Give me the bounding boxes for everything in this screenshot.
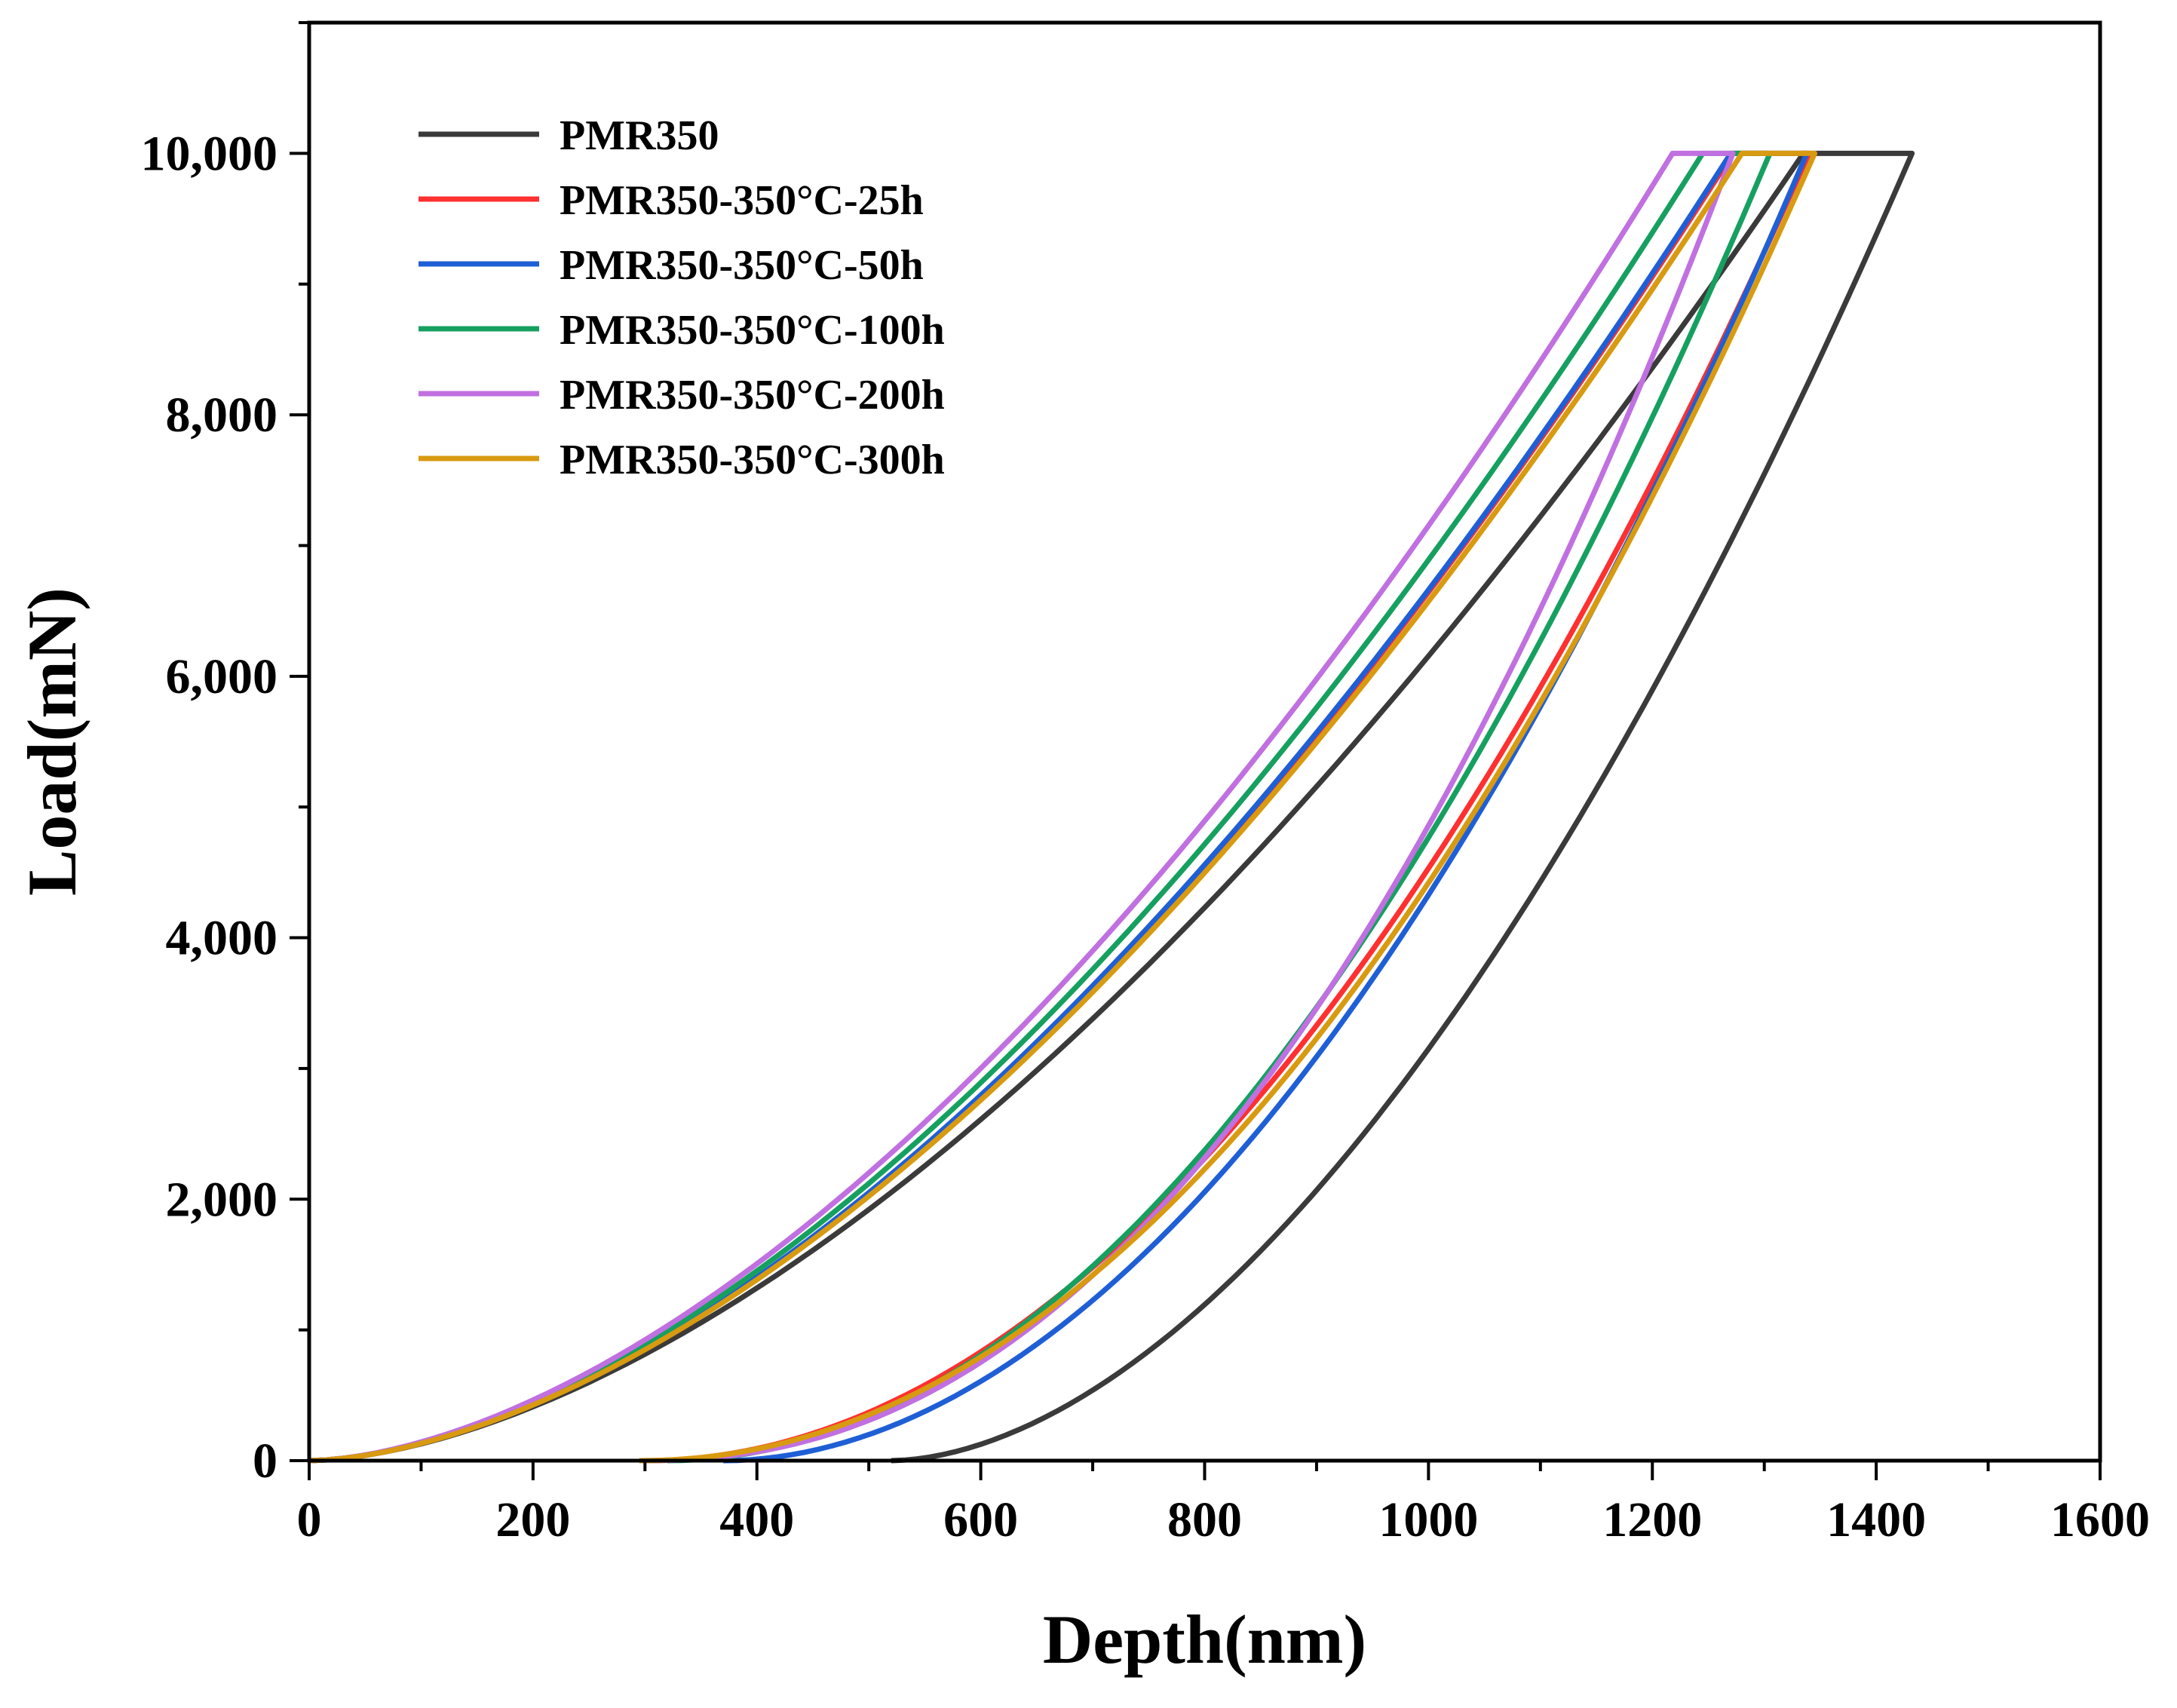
legend-label: PMR350-350°C-200h	[560, 372, 945, 419]
series-line-pmr350-350-c-100h	[308, 150, 1773, 1464]
x-tick-label: 1400	[1826, 1492, 1926, 1547]
y-tick-label: 8,000	[166, 388, 278, 443]
y-tick-label: 10,000	[141, 126, 278, 181]
legend-label: PMR350	[560, 112, 719, 159]
x-tick-label: 600	[943, 1492, 1018, 1547]
y-tick-label: 4,000	[166, 911, 278, 966]
x-tick-label: 0	[297, 1492, 322, 1547]
x-tick-label: 800	[1167, 1492, 1242, 1547]
legend-label: PMR350-350°C-25h	[560, 177, 924, 224]
legend-label: PMR350-350°C-50h	[560, 242, 924, 289]
x-tick-label: 400	[719, 1492, 794, 1547]
x-tick-label: 1600	[2050, 1492, 2150, 1547]
data-curves	[308, 150, 1915, 1464]
y-tick-label: 6,000	[166, 649, 278, 704]
x-tick-label: 1000	[1378, 1492, 1478, 1547]
y-axis-ticks: 0 2,000 4,000 6,000 8,000 10,000	[141, 21, 309, 1489]
x-axis-ticks: 0 200 400 600 800 1000 1200 1400 1600	[297, 1461, 2150, 1547]
y-tick-label: 0	[253, 1434, 277, 1489]
legend-label: PMR350-350°C-100h	[560, 307, 945, 354]
y-tick-label: 2,000	[166, 1172, 278, 1227]
x-tick-label: 200	[495, 1492, 570, 1547]
legend: PMR350 PMR350-350°C-25h PMR350-350°C-50h PM…	[419, 112, 945, 483]
x-axis-title: Depth(nm)	[1043, 1601, 1366, 1678]
series-line-pmr350-350-c-200h	[308, 150, 1736, 1464]
series-line-pmr350	[308, 150, 1915, 1464]
legend-label: PMR350-350°C-300h	[560, 437, 945, 483]
series-line-pmr350-350-c-300h	[308, 150, 1817, 1464]
x-tick-label: 1200	[1602, 1492, 1702, 1547]
y-axis-title: Load(mN)	[14, 587, 90, 896]
